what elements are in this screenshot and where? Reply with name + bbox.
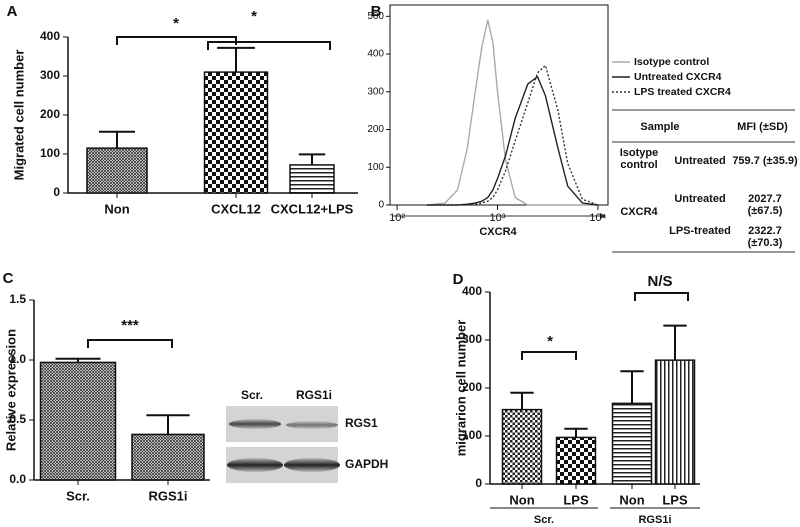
- y-tick-label: 200: [40, 107, 60, 121]
- x-tick-label: LPS: [563, 492, 589, 507]
- annotation: *: [251, 8, 257, 25]
- x-axis-label: CXCR4: [479, 226, 517, 238]
- x-tick-label: Non: [104, 201, 129, 216]
- y-tick-label: 1.0: [9, 352, 26, 366]
- y-tick-label: 500: [367, 11, 384, 22]
- panel-label: D: [453, 271, 464, 288]
- bar: [86, 147, 148, 194]
- y-tick-label: 0: [378, 200, 384, 211]
- plot-frame: [389, 4, 609, 206]
- y-tick-label: 300: [40, 68, 60, 82]
- group-label: RGS1i: [638, 514, 671, 526]
- series-line: [427, 76, 598, 206]
- x-tick-label: RGS1i: [148, 488, 187, 503]
- y-axis-label: migrarion cell number: [453, 320, 468, 457]
- y-tick-label: 100: [40, 146, 60, 160]
- blot-band: [284, 458, 340, 472]
- blot-band: [229, 419, 281, 429]
- table-cell: 2322.7 (±70.3): [747, 225, 783, 249]
- blot-band-label: GAPDH: [345, 457, 388, 471]
- significance-bracket: [207, 41, 331, 50]
- bar: [203, 71, 269, 194]
- bar: [501, 408, 543, 485]
- panel-label: B: [371, 3, 382, 20]
- x-tick-label: LPS: [662, 492, 688, 507]
- y-tick-label: 200: [462, 380, 482, 394]
- blot-lane: Scr.: [241, 388, 263, 402]
- y-tick-label: 300: [367, 86, 384, 97]
- annotation: N/S: [647, 273, 672, 290]
- panel-label: A: [7, 3, 18, 20]
- blot-band-label: RGS1: [345, 416, 378, 430]
- table-header: Sample: [640, 121, 680, 133]
- table-group: CXCR4: [620, 206, 658, 218]
- y-tick-label: 100: [462, 428, 482, 442]
- legend-label: LPS treated CXCR4: [634, 86, 731, 98]
- y-tick-label: 100: [367, 162, 384, 173]
- legend-label: Isotype control: [634, 56, 709, 68]
- table-cell: LPS-treated: [669, 225, 731, 237]
- table-cell: 759.7 (±35.9): [732, 155, 798, 167]
- y-tick-label: 400: [462, 284, 482, 298]
- table-group: Isotype control: [619, 147, 659, 171]
- x-tick-label: CXCL12+LPS: [271, 201, 354, 216]
- x-tick-label: 10⁴: [589, 212, 606, 224]
- y-tick-label: 0.5: [9, 412, 26, 426]
- bar: [654, 359, 696, 485]
- x-tick-label: Scr.: [66, 488, 90, 503]
- significance-bracket: [634, 292, 689, 301]
- y-tick-label: 400: [367, 49, 384, 60]
- y-tick-label: 400: [40, 29, 60, 43]
- y-tick-label: 0.0: [9, 472, 26, 486]
- annotation: ***: [121, 317, 139, 334]
- series-line: [427, 19, 598, 206]
- legend-label: Untreated CXCR4: [634, 71, 722, 83]
- y-axis-label: Migrated cell number: [11, 50, 26, 181]
- y-tick-label: 0: [475, 476, 482, 490]
- y-tick-label: 300: [462, 332, 482, 346]
- bar: [289, 164, 335, 194]
- significance-bracket: [87, 339, 173, 348]
- annotation: *: [547, 333, 553, 350]
- table-cell: Untreated: [674, 155, 726, 167]
- y-tick-label: 200: [367, 124, 384, 135]
- table-header: MFI (±SD): [737, 121, 788, 133]
- blot-band: [286, 421, 338, 429]
- bar: [131, 433, 205, 481]
- annotation: *: [173, 15, 179, 32]
- series-line: [427, 64, 599, 206]
- table-cell: Untreated: [674, 193, 726, 205]
- bar: [611, 402, 653, 485]
- bar: [555, 436, 597, 485]
- table-cell: 2027.7 (±67.5): [747, 193, 783, 217]
- y-axis-label: Relative expression: [3, 329, 18, 451]
- blot-band: [227, 458, 283, 472]
- y-tick-label: 1.5: [9, 292, 26, 306]
- x-tick-label: Non: [619, 492, 644, 507]
- x-tick-label: Non: [509, 492, 534, 507]
- group-label: Scr.: [534, 514, 554, 526]
- axis-arrow: [600, 213, 606, 219]
- bar: [39, 361, 117, 481]
- x-tick-label: CXCL12: [211, 201, 261, 216]
- panel-label: C: [3, 270, 14, 287]
- significance-bracket: [521, 351, 577, 360]
- y-tick-label: 0: [53, 185, 60, 199]
- blot-lane: RGS1i: [296, 388, 332, 402]
- x-tick-label: 10³: [490, 212, 506, 224]
- x-tick-label: 10²: [389, 212, 405, 224]
